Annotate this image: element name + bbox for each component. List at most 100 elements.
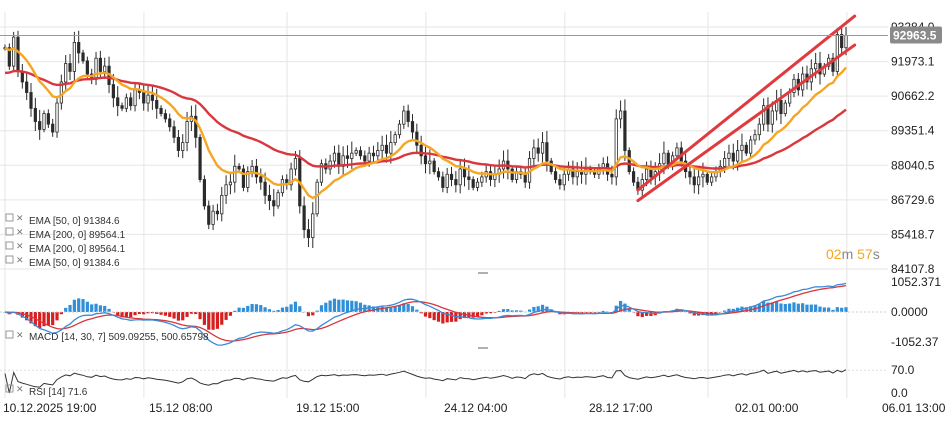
- macd-histogram-bar: [185, 312, 189, 317]
- macd-histogram-bar: [306, 312, 311, 317]
- panel-divider-handle[interactable]: [478, 272, 488, 274]
- candle-body: [744, 144, 748, 154]
- settings-icon[interactable]: [5, 213, 14, 222]
- macd-histogram-bar: [731, 308, 735, 312]
- candle-body: [12, 36, 16, 67]
- macd-histogram-bar: [129, 312, 133, 318]
- macd-histogram-bar: [116, 312, 120, 316]
- legend-row-ema-200[interactable]: ✕ EMA [200, 0] 89564.1: [5, 227, 126, 241]
- trend-channel[interactable]: [636, 14, 857, 203]
- settings-icon[interactable]: [5, 241, 14, 250]
- price-panel[interactable]: [0, 14, 888, 249]
- settings-icon[interactable]: [5, 330, 14, 339]
- macd-histogram-bar: [237, 307, 241, 313]
- close-icon[interactable]: ✕: [16, 227, 24, 237]
- price-tick-label: 86729.6: [891, 193, 935, 207]
- macd-histogram-bar: [350, 300, 354, 313]
- macd-histogram-bar: [636, 312, 640, 317]
- candle-body: [631, 171, 636, 183]
- panel-divider-handle[interactable]: [478, 347, 488, 349]
- close-icon[interactable]: ✕: [16, 384, 24, 394]
- legend-row-ema-50[interactable]: ✕ EMA [50, 0] 91384.6: [5, 213, 120, 227]
- macd-histogram-bar: [592, 312, 597, 313]
- price-tick-label: 90662.2: [891, 89, 935, 103]
- macd-histogram-bar: [163, 312, 167, 316]
- close-icon[interactable]: ✕: [16, 213, 24, 223]
- legend-row-rsi[interactable]: ✕ RSI [14] 71.6: [5, 384, 88, 398]
- candle-body: [42, 113, 46, 130]
- time-tick-label: 28.12 17:00: [589, 401, 653, 415]
- time-tick-label: 15.12 08:00: [149, 401, 213, 415]
- settings-icon[interactable]: [5, 227, 14, 236]
- candle-body: [610, 173, 614, 178]
- candle-body: [536, 147, 540, 154]
- candle-body: [454, 179, 458, 186]
- macd-histogram-bar: [246, 305, 250, 312]
- macd-histogram-bar: [796, 303, 800, 313]
- legend-ema-200-second: EMA [200, 0] 89564.1: [29, 244, 126, 255]
- macd-histogram-bar: [471, 312, 475, 318]
- macd-histogram-bar: [311, 312, 315, 316]
- macd-histogram-bar: [354, 301, 358, 313]
- candle-body: [350, 152, 354, 159]
- macd-histogram-bar: [254, 304, 259, 312]
- candle-body: [16, 36, 20, 72]
- macd-histogram-bar: [267, 309, 272, 312]
- macd-histogram-bar: [181, 312, 185, 321]
- candle-body: [150, 94, 154, 101]
- rsi-axis: 70.0 0.0: [891, 363, 915, 400]
- candle-body: [510, 168, 514, 180]
- candle-body: [367, 152, 371, 162]
- macd-histogram-bar: [59, 312, 63, 315]
- candle-body: [558, 179, 562, 186]
- legend-row-macd[interactable]: ✕ MACD [14, 30, 7] 509.09255, 500.65798: [5, 330, 209, 343]
- candle-body: [241, 168, 246, 188]
- candle-body: [428, 160, 432, 165]
- settings-icon[interactable]: [5, 255, 14, 264]
- macd-histogram-bar: [215, 312, 220, 329]
- macd-histogram-bar: [371, 306, 376, 313]
- macd-histogram-bar: [137, 312, 141, 314]
- price-tick-label: 84107.8: [891, 262, 935, 276]
- close-icon[interactable]: ✕: [16, 255, 24, 265]
- rsi-line: [4, 369, 847, 394]
- macd-histogram-bar: [120, 312, 124, 318]
- macd-histogram-bar: [341, 299, 345, 312]
- macd-histogram-bar: [263, 307, 267, 313]
- legend-row-ema-200[interactable]: ✕ EMA [200, 0] 89564.1: [5, 241, 126, 255]
- candle-body: [488, 171, 493, 180]
- close-icon[interactable]: ✕: [16, 330, 24, 340]
- candle-body: [779, 100, 783, 115]
- macd-histogram-bar: [337, 299, 341, 312]
- macd-panel[interactable]: [0, 282, 888, 346]
- macd-histogram: [3, 298, 848, 330]
- candle-body: [406, 110, 410, 122]
- time-tick-label: 19.12 15:00: [296, 401, 360, 415]
- candle-body: [371, 152, 376, 157]
- candle-body: [168, 118, 172, 128]
- macd-histogram-bar: [497, 310, 501, 313]
- rsi-panel[interactable]: [0, 369, 888, 394]
- legend-row-ema-50[interactable]: ✕ EMA [50, 0] 91384.6: [5, 255, 120, 269]
- macd-histogram-bar: [194, 312, 198, 315]
- candle-body: [723, 158, 727, 167]
- close-icon[interactable]: ✕: [16, 241, 24, 251]
- candle-body: [311, 213, 315, 238]
- candle-body: [263, 181, 267, 196]
- candle-body: [480, 176, 484, 183]
- macd-histogram-bar: [605, 311, 610, 313]
- time-tick-label: 24.12 04:00: [444, 401, 508, 415]
- macd-histogram-bar: [155, 312, 159, 314]
- macd-histogram-bar: [389, 307, 393, 312]
- settings-icon[interactable]: [5, 384, 14, 393]
- macd-histogram-bar: [688, 312, 692, 314]
- rsi-tick-label: 70.0: [891, 363, 915, 377]
- price-axis[interactable]: 93284.091973.190662.289351.488040.586729…: [891, 20, 935, 276]
- macd-histogram-bar: [419, 312, 423, 314]
- macd-histogram-bar: [189, 312, 194, 314]
- candle-body: [688, 171, 692, 178]
- macd-tick-label: 1052.371: [891, 275, 941, 289]
- macd-histogram-bar: [29, 312, 33, 324]
- time-axis[interactable]: 10.12.2025 19:00 15.12 08:00 19.12 15:00 24…: [3, 401, 946, 415]
